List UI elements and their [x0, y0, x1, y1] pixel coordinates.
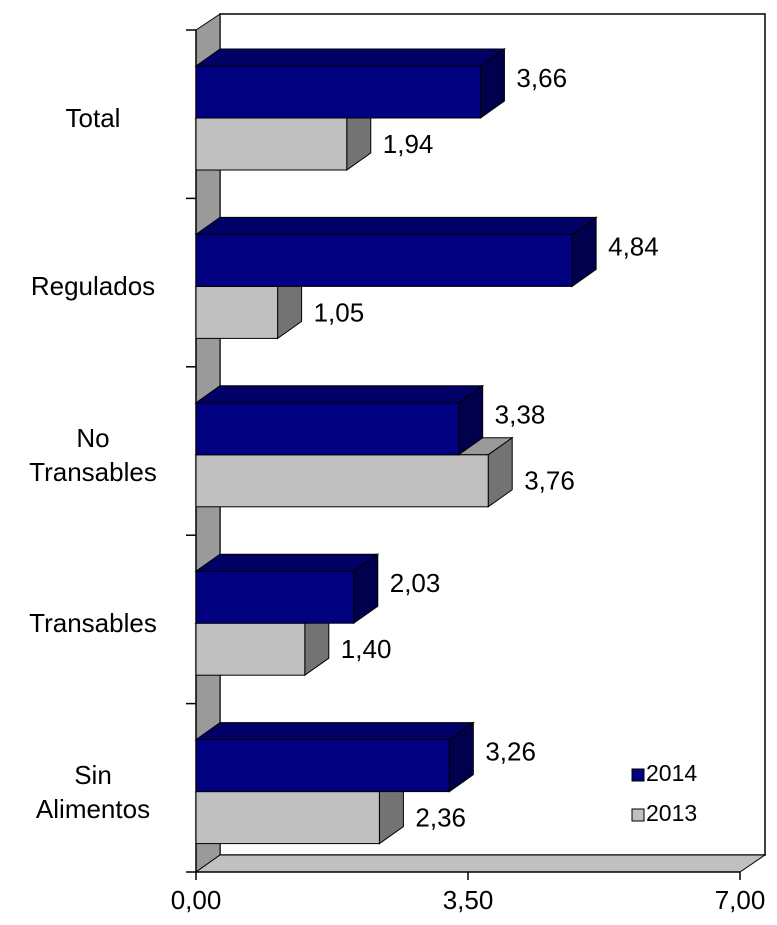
- value-label: 2,03: [390, 568, 441, 598]
- bar: [195, 402, 460, 456]
- bar: [195, 570, 355, 624]
- value-label: 3,38: [495, 400, 546, 430]
- value-label: 4,84: [608, 231, 659, 261]
- bar-top: [194, 216, 598, 235]
- bar: [195, 65, 481, 119]
- category-label: No Transables: [29, 422, 157, 487]
- value-label: 3,26: [485, 736, 536, 766]
- bar-top: [194, 48, 507, 67]
- bar: [195, 454, 489, 508]
- legend-swatch: [631, 808, 645, 822]
- bar-top: [194, 385, 485, 404]
- bar: [195, 739, 450, 793]
- bar: [195, 622, 306, 676]
- value-label: 2,36: [415, 802, 466, 832]
- bar: [195, 285, 279, 339]
- value-label: 3,66: [516, 63, 567, 93]
- value-label: 1,94: [383, 129, 434, 159]
- bar: [195, 233, 573, 287]
- bar: [195, 791, 380, 845]
- x-tick-label: 0,00: [171, 885, 222, 915]
- x-tick-label: 3,50: [443, 885, 494, 915]
- value-label: 1,05: [314, 297, 365, 327]
- bar-top: [194, 553, 380, 572]
- bar-top: [194, 722, 475, 741]
- category-label: Total: [65, 103, 121, 133]
- legend-swatch: [631, 768, 645, 782]
- value-label: 3,76: [524, 466, 575, 496]
- value-label: 1,40: [341, 634, 392, 664]
- legend-label: 2013: [646, 800, 697, 826]
- category-label: Transables: [29, 608, 157, 639]
- legend-label: 2014: [646, 760, 697, 786]
- bar: [195, 117, 348, 171]
- floor: [194, 854, 767, 873]
- x-tick-label: 7,00: [715, 885, 766, 915]
- category-label: Sin Alimentos: [35, 759, 151, 824]
- category-label: Regulados: [30, 271, 156, 302]
